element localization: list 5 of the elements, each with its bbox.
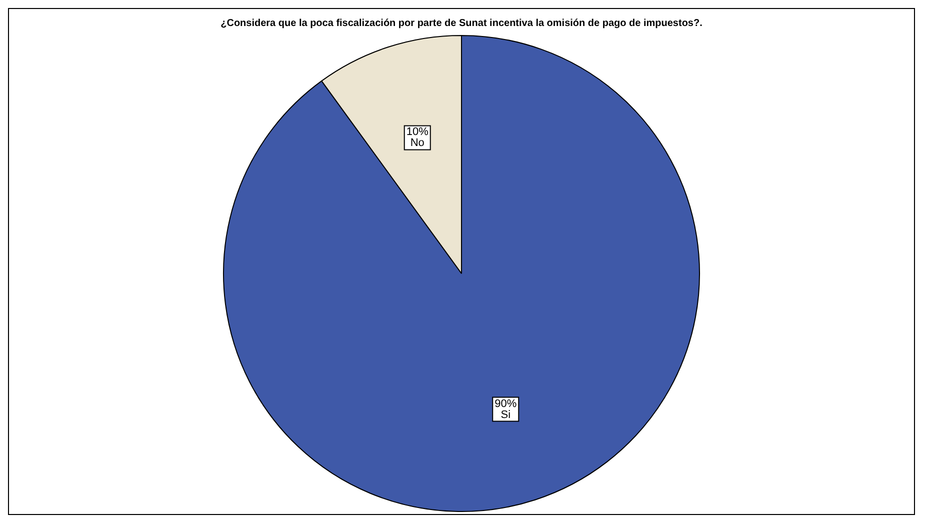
slice-label: Si (500, 408, 511, 421)
data-label: 10% (406, 126, 429, 138)
data-label: 90% (494, 398, 517, 410)
chart-title: ¿Considera que la poca fiscalización por parte de Sunat incentiva la omisión de pago de impuestos?. (220, 18, 703, 29)
slice-label: No (410, 137, 424, 150)
